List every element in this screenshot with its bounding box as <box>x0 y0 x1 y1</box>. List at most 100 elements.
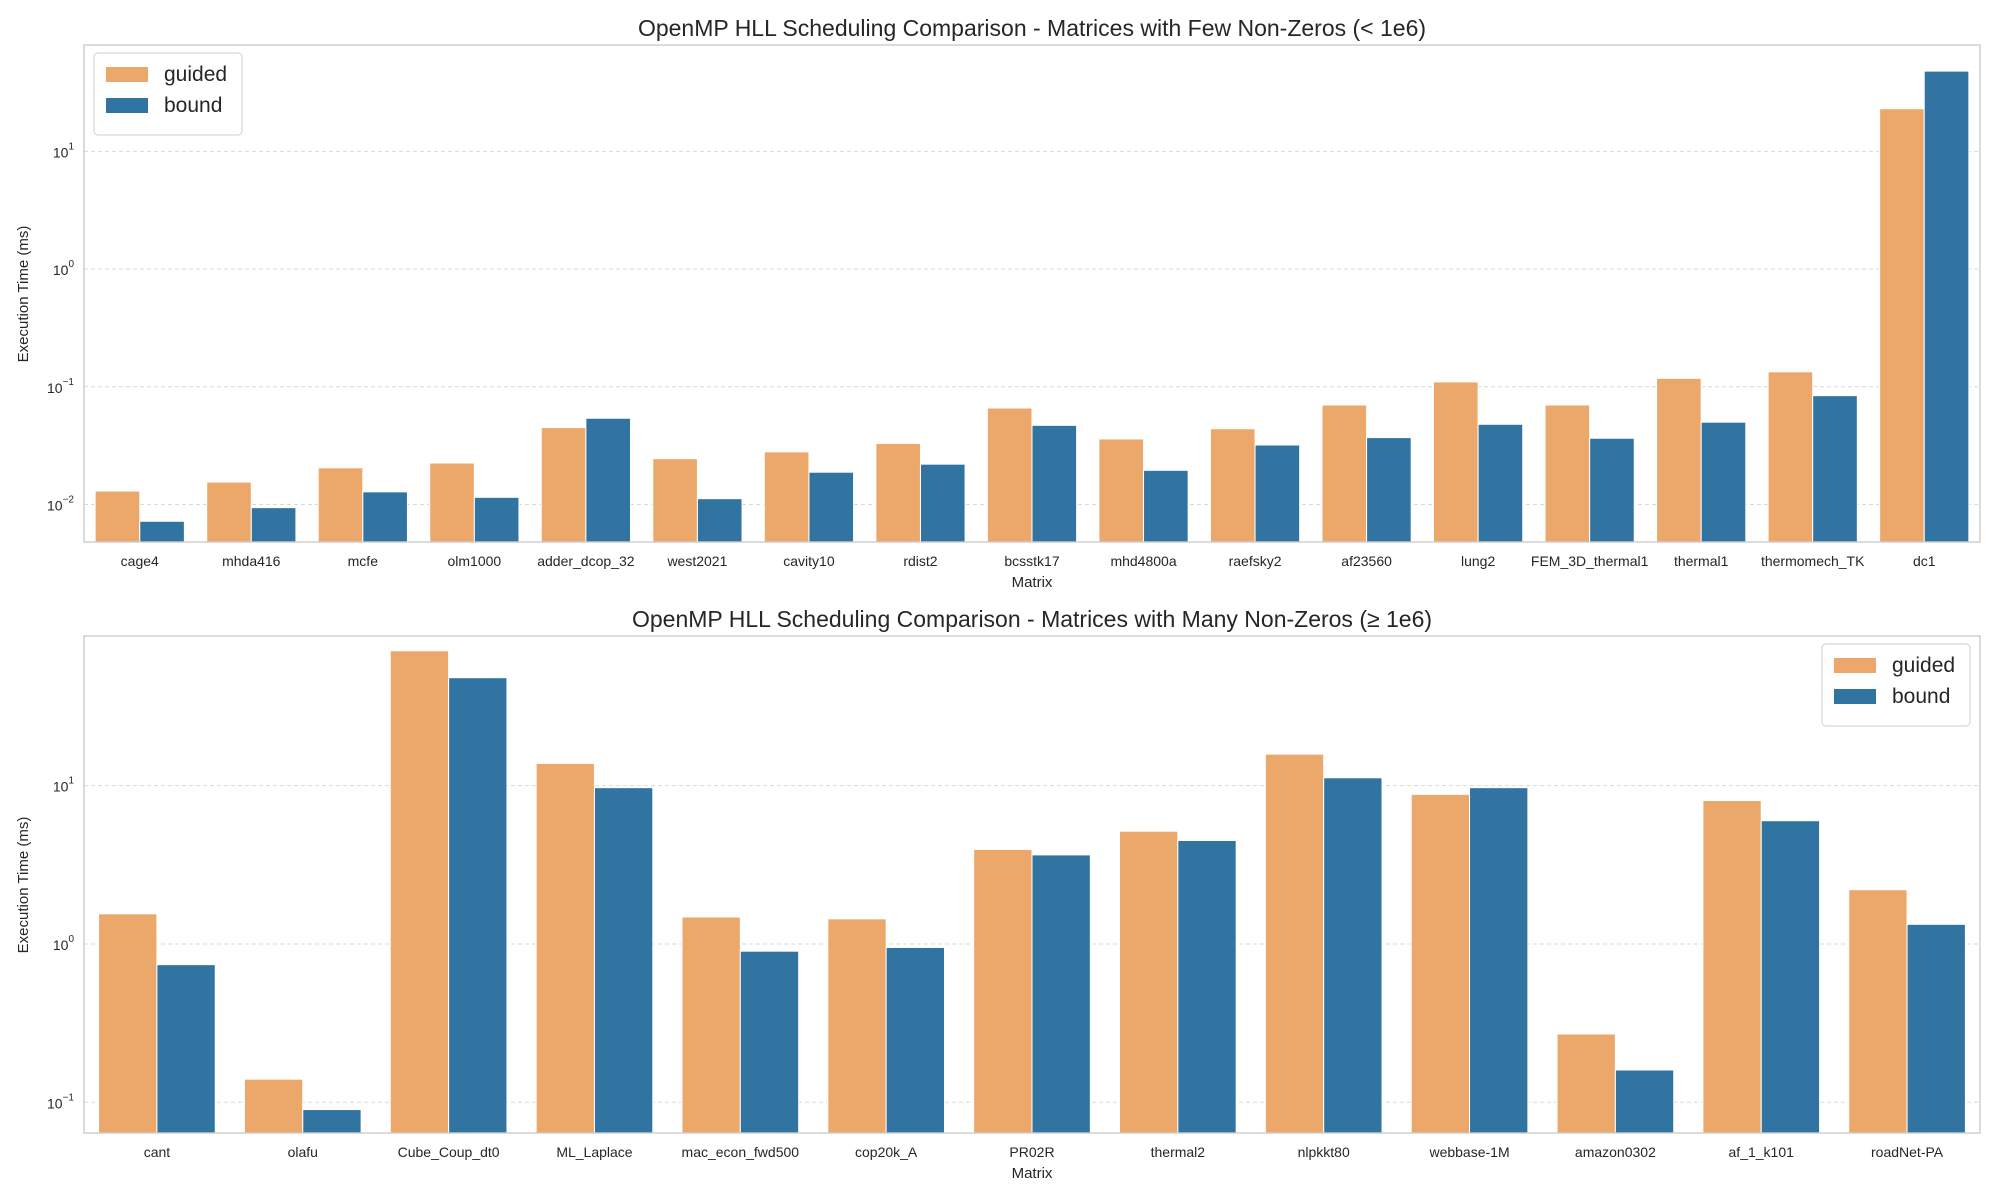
bar-guided-amazon0302 <box>1556 1033 1616 1134</box>
bar-guided-west2021 <box>652 458 698 543</box>
x-tick-label: mcfe <box>348 553 379 569</box>
y-axis-label: Execution Time (ms) <box>15 817 32 954</box>
y-tick-label: 100 <box>53 934 75 953</box>
x-tick-label: mac_econ_fwd500 <box>682 1144 800 1160</box>
bar-guided-lung2 <box>1433 381 1479 543</box>
bar-guided-raefsky2 <box>1209 428 1256 543</box>
x-tick-label: thermal1 <box>1674 553 1729 569</box>
x-tick-label: olafu <box>288 1144 318 1160</box>
bar-guided-webbase-1M <box>1410 793 1471 1134</box>
bar-bound-bcsstk17 <box>1031 424 1078 543</box>
bar-guided-ML_Laplace <box>535 762 595 1134</box>
bar-guided-thermal2 <box>1119 830 1179 1134</box>
bar-bound-Cube_Coup_dt0 <box>448 677 508 1134</box>
bar-bound-mcfe <box>362 491 408 543</box>
bar-guided-cavity10 <box>763 451 810 543</box>
bar-bound-roadNet-PA <box>1906 923 1966 1134</box>
bar-guided-bcsstk17 <box>986 407 1033 543</box>
plot-frame <box>83 635 1981 1134</box>
bar-guided-thermal1 <box>1656 377 1702 543</box>
x-tick-label: cant <box>144 1144 171 1160</box>
y-tick-exponent: 0 <box>68 259 74 270</box>
bar-guided-cant <box>98 913 158 1134</box>
y-tick-base: 10 <box>47 497 63 513</box>
bar-guided-af_1_k101 <box>1702 799 1762 1134</box>
bar-guided-mac_econ_fwd500 <box>681 916 741 1134</box>
bar-bound-webbase-1M <box>1469 787 1529 1134</box>
bar-bound-ML_Laplace <box>593 787 654 1134</box>
x-axis-label: Matrix <box>1012 574 1053 591</box>
x-tick-label: cage4 <box>121 553 159 569</box>
bar-guided-dc1 <box>1879 108 1925 543</box>
bar-guided-mhd4800a <box>1098 438 1145 543</box>
x-tick-label: af23560 <box>1341 553 1392 569</box>
bar-bound-thermal1 <box>1700 421 1747 543</box>
y-tick-exponent: 1 <box>68 776 74 787</box>
bars <box>94 70 1970 543</box>
x-tick-label: rdist2 <box>903 553 937 569</box>
y-tick-exponent: −2 <box>63 494 75 505</box>
x-tick-label: mhd4800a <box>1110 553 1176 569</box>
y-tick-base: 10 <box>53 144 69 160</box>
y-tick-base: 10 <box>53 262 69 278</box>
bar-bound-dc1 <box>1923 70 1970 543</box>
x-tick-label: cavity10 <box>783 553 835 569</box>
bar-bound-mhda416 <box>250 507 297 543</box>
legend-label-guided: guided <box>164 63 227 86</box>
legend: guided bound <box>93 52 243 136</box>
bar-bound-mac_econ_fwd500 <box>739 950 800 1134</box>
x-tick-labels: cant olafu Cube_Coup_dt0 ML_Laplace mac_econ… <box>144 1144 1944 1160</box>
legend-label-bound: bound <box>1892 685 1950 708</box>
bar-guided-olafu <box>243 1078 304 1134</box>
x-axis-label: Matrix <box>1012 1165 1053 1182</box>
x-tick-labels: cage4 mhda416 mcfe olm1000 adder_dcop_32 west… <box>121 553 1936 569</box>
y-tick-label: 10−1 <box>47 1092 74 1111</box>
x-tick-label: thermomech_TK <box>1761 553 1865 569</box>
bar-guided-FEM_3D_thermal1 <box>1544 404 1591 543</box>
bar-bound-nlpkkt80 <box>1323 777 1383 1134</box>
bar-guided-Cube_Coup_dt0 <box>389 650 450 1134</box>
x-tick-label: adder_dcop_32 <box>537 553 635 569</box>
bar-bound-PR02R <box>1031 854 1091 1134</box>
x-tick-label: nlpkkt80 <box>1298 1144 1350 1160</box>
chart-title: OpenMP HLL Scheduling Comparison - Matri… <box>632 606 1432 632</box>
chart-panel-many-nonzeros: OpenMP HLL Scheduling Comparison - Matri… <box>15 606 1981 1182</box>
y-tick-label: 101 <box>53 776 75 795</box>
y-tick-label: 100 <box>53 259 75 278</box>
bar-guided-mcfe <box>317 467 364 543</box>
y-tick-exponent: −1 <box>63 377 75 388</box>
bar-bound-raefsky2 <box>1254 444 1301 543</box>
bar-bound-olm1000 <box>473 496 520 543</box>
x-tick-label: west2021 <box>666 553 727 569</box>
bars <box>98 650 1966 1134</box>
bar-bound-cavity10 <box>808 471 855 543</box>
bar-bound-cant <box>156 964 216 1134</box>
bar-bound-af23560 <box>1366 437 1412 543</box>
y-tick-label: 10−2 <box>47 494 74 513</box>
y-tick-label: 10−1 <box>47 377 74 396</box>
x-tick-label: bcsstk17 <box>1004 553 1059 569</box>
y-tick-labels: 10−1 100 101 <box>47 776 74 1112</box>
x-tick-label: raefsky2 <box>1229 553 1282 569</box>
plot-frame <box>83 44 1981 543</box>
legend: guided bound <box>1821 643 1971 727</box>
x-tick-label: af_1_k101 <box>1729 1144 1795 1160</box>
bar-guided-olm1000 <box>429 462 475 543</box>
x-tick-label: cop20k_A <box>855 1144 918 1160</box>
bar-bound-west2021 <box>696 498 743 543</box>
x-tick-label: thermal2 <box>1151 1144 1206 1160</box>
bar-bound-rdist2 <box>919 463 966 543</box>
x-tick-label: olm1000 <box>448 553 502 569</box>
bar-bound-lung2 <box>1477 423 1524 543</box>
bar-guided-mhda416 <box>206 481 252 543</box>
bar-guided-rdist2 <box>875 442 921 543</box>
chart-panel-few-nonzeros: OpenMP HLL Scheduling Comparison - Matri… <box>15 15 1981 591</box>
bar-guided-cop20k_A <box>827 918 887 1134</box>
x-tick-label: ML_Laplace <box>556 1144 632 1160</box>
bar-bound-thermal2 <box>1177 839 1237 1134</box>
x-tick-label: webbase-1M <box>1428 1144 1509 1160</box>
x-tick-label: lung2 <box>1461 553 1495 569</box>
legend-swatch-guided <box>106 67 148 82</box>
bar-guided-adder_dcop_32 <box>540 427 587 543</box>
bar-guided-PR02R <box>973 848 1033 1134</box>
